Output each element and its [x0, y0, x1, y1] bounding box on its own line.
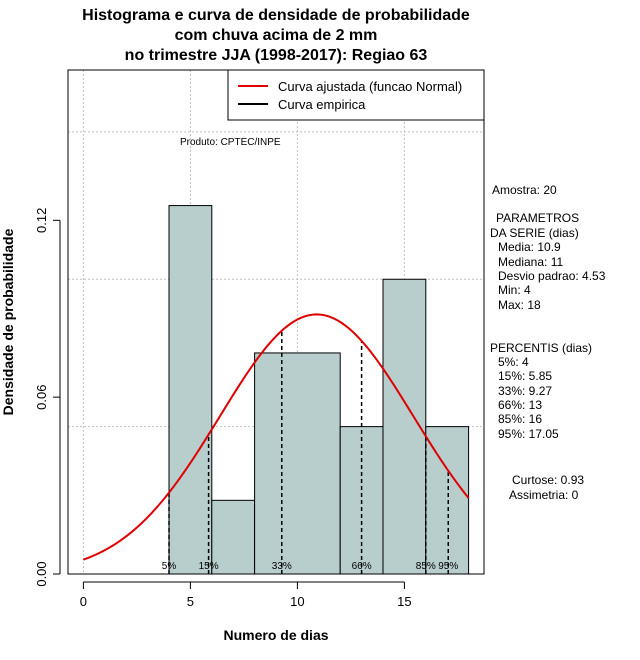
percentile-label-4: 85%: [416, 561, 436, 572]
x-tick-label-0: 0: [80, 594, 87, 609]
x-tick-label-2: 10: [290, 594, 304, 609]
stat-curtose: Curtose: 0.93: [512, 473, 585, 487]
stat-min: Min: 4: [498, 283, 531, 297]
legend-label-fit: Curva ajustada (funcao Normal): [278, 79, 462, 94]
legend-label-empirical: Curva empirica: [278, 97, 366, 112]
stat-p85: 85%: 16: [498, 412, 543, 426]
stat-params-title-2: DA SERIE (dias): [490, 226, 579, 240]
x-tick-label-1: 5: [187, 594, 194, 609]
percentile-label-0: 5%: [162, 561, 177, 572]
stat-p5: 5%: 4: [498, 355, 529, 369]
stat-assimetria: Assimetria: 0: [509, 488, 579, 502]
stat-p66: 66%: 13: [498, 398, 543, 412]
chart-title-line-3: no trimestre JJA (1998-2017): Regiao 63: [124, 47, 428, 64]
legend: Curva ajustada (funcao Normal) Curva emp…: [227, 69, 485, 121]
histogram-bar-1: [211, 499, 256, 575]
y-tick-label-0: 0.00: [34, 561, 49, 586]
percentile-label-3: 66%: [352, 561, 372, 572]
percentile-label-5: 95%: [438, 561, 458, 572]
percentile-lines: 5% 15% 33% 66% 85% 95%: [162, 330, 458, 574]
stat-p33: 33%: 9.27: [498, 384, 553, 398]
percentile-label-1: 15%: [199, 561, 219, 572]
product-annotation: Produto: CPTEC/INPE: [180, 137, 281, 148]
histogram-bar-2: [254, 352, 341, 575]
histogram-bar-5: [425, 426, 470, 575]
stat-mediana: Mediana: 11: [498, 255, 564, 269]
stat-p15: 15%: 5.85: [498, 369, 553, 383]
x-tick-label-3: 15: [397, 594, 411, 609]
stat-desvio: Desvio padrao: 4.53: [498, 269, 606, 283]
stat-amostra: Amostra: 20: [492, 183, 557, 197]
y-axis-label: Densidade de probabilidade: [0, 228, 16, 415]
x-axis-label: Numero de dias: [223, 627, 328, 643]
stat-max: Max: 18: [498, 298, 541, 312]
normal-curve: [83, 313, 470, 561]
chart-title-line-2: com chuva acima de 2 mm: [174, 27, 378, 44]
stat-percentis-title: PERCENTIS (dias): [490, 341, 593, 355]
stat-p95: 95%: 17.05: [498, 427, 559, 441]
chart-title-line-1: Histograma e curva de densidade de proba…: [82, 7, 470, 24]
y-tick-label-1: 0.06: [34, 385, 49, 410]
stat-media: Media: 10.9: [498, 240, 561, 254]
stat-params-title-1: PARAMETROS: [496, 211, 580, 225]
histogram-bars: [168, 205, 470, 575]
y-tick-label-2: 0.12: [34, 208, 49, 233]
percentile-label-2: 33%: [272, 561, 292, 572]
axes: 0 5 10 15 0.00 0.06 0.12: [34, 208, 412, 609]
histogram-bar-0: [168, 205, 213, 575]
